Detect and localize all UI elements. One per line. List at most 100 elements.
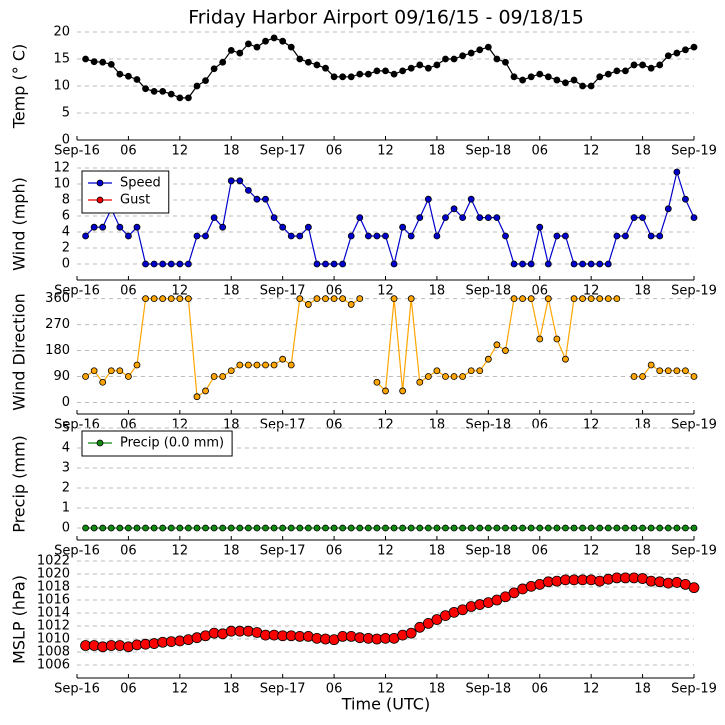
data-point bbox=[527, 524, 535, 532]
data-point bbox=[82, 55, 89, 63]
data-point bbox=[262, 37, 269, 45]
data-point bbox=[227, 46, 235, 54]
data-point bbox=[390, 260, 398, 268]
data-point bbox=[167, 90, 175, 98]
y-tick-label: 1018 bbox=[37, 580, 70, 595]
data-point bbox=[150, 88, 158, 95]
data-point bbox=[322, 260, 329, 268]
data-point bbox=[339, 295, 347, 303]
data-point bbox=[125, 72, 132, 80]
x-tick-label: Sep-16 bbox=[54, 144, 100, 159]
y-tick-label: 1008 bbox=[37, 645, 70, 660]
data-point bbox=[682, 46, 689, 54]
data-point bbox=[647, 524, 655, 532]
data-point bbox=[476, 214, 484, 222]
data-point bbox=[382, 67, 389, 75]
panel: Friday Harbor Airport 09/16/15 - 09/18/1… bbox=[10, 7, 717, 159]
x-tick-label: 18 bbox=[429, 418, 446, 433]
data-point bbox=[450, 205, 458, 213]
x-tick-label: Sep-17 bbox=[260, 682, 306, 697]
data-point bbox=[304, 524, 312, 532]
x-tick-label: 18 bbox=[634, 544, 651, 559]
data-point bbox=[519, 76, 527, 84]
data-point bbox=[484, 214, 492, 222]
data-point bbox=[407, 524, 415, 532]
data-point bbox=[647, 64, 655, 72]
x-tick-label: 18 bbox=[634, 682, 651, 697]
data-point bbox=[236, 524, 244, 532]
data-point bbox=[150, 260, 158, 268]
data-point bbox=[99, 378, 107, 386]
data-point bbox=[424, 195, 432, 203]
legend-swatch-marker bbox=[96, 179, 104, 187]
data-point bbox=[433, 524, 441, 532]
data-point bbox=[510, 73, 518, 81]
x-tick-label: 18 bbox=[429, 144, 446, 159]
x-tick-label: 06 bbox=[326, 682, 343, 697]
data-point bbox=[553, 524, 561, 532]
data-point bbox=[579, 260, 586, 268]
y-tick-label: 4 bbox=[62, 225, 70, 240]
data-point bbox=[502, 347, 509, 354]
data-point bbox=[227, 367, 235, 375]
data-point bbox=[219, 373, 227, 380]
data-point bbox=[459, 214, 467, 222]
y-axis-label: Temp (° C) bbox=[10, 44, 29, 129]
data-point bbox=[287, 524, 295, 532]
data-point bbox=[536, 335, 544, 343]
x-tick-label: Sep-16 bbox=[54, 418, 100, 433]
x-tick-label: 18 bbox=[429, 544, 446, 559]
data-point bbox=[399, 524, 407, 532]
data-point bbox=[270, 214, 278, 222]
data-point bbox=[484, 355, 492, 363]
data-point bbox=[322, 295, 329, 303]
data-point bbox=[493, 341, 501, 349]
data-point bbox=[405, 627, 417, 639]
data-point bbox=[664, 367, 672, 375]
data-point bbox=[159, 88, 167, 95]
x-tick-label: 06 bbox=[120, 284, 137, 299]
y-tick-label: 0 bbox=[62, 133, 70, 148]
data-point bbox=[604, 260, 612, 268]
y-tick-label: 3 bbox=[62, 461, 70, 476]
x-tick-label: Sep-17 bbox=[260, 144, 306, 159]
data-point bbox=[347, 524, 355, 532]
x-tick-label: Sep-18 bbox=[465, 682, 511, 697]
x-tick-label: 06 bbox=[120, 144, 137, 159]
data-point bbox=[236, 177, 244, 185]
data-point bbox=[416, 524, 424, 532]
x-tick-label: 18 bbox=[429, 682, 446, 697]
x-tick-label: 18 bbox=[429, 284, 446, 299]
data-point bbox=[519, 260, 527, 268]
data-point bbox=[416, 214, 424, 222]
x-tick-label: 12 bbox=[583, 544, 600, 559]
data-point bbox=[467, 524, 475, 532]
x-tick-label: Sep-16 bbox=[54, 682, 100, 697]
data-point bbox=[476, 524, 484, 532]
y-tick-label: 180 bbox=[45, 343, 70, 358]
data-point bbox=[202, 232, 209, 240]
data-point bbox=[116, 524, 124, 532]
data-point bbox=[407, 295, 415, 303]
data-point bbox=[330, 73, 338, 81]
data-point bbox=[210, 373, 218, 380]
data-point bbox=[570, 524, 578, 532]
x-tick-label: 12 bbox=[172, 144, 189, 159]
data-point bbox=[673, 367, 681, 375]
data-point bbox=[82, 524, 89, 532]
data-point bbox=[622, 67, 629, 75]
x-tick-label: 12 bbox=[172, 284, 189, 299]
legend-box bbox=[81, 170, 170, 214]
data-point bbox=[390, 524, 398, 532]
panel: Wind Direction 0 90 180 270 360 Sep-16 06 12 18 Se… bbox=[10, 291, 717, 432]
data-point bbox=[270, 34, 278, 42]
data-point bbox=[167, 260, 175, 268]
y-tick-label: 15 bbox=[53, 52, 70, 67]
x-tick-label: Sep-19 bbox=[671, 544, 717, 559]
data-point bbox=[330, 260, 338, 268]
data-point bbox=[510, 260, 518, 268]
x-tick-label: 18 bbox=[634, 284, 651, 299]
x-tick-label: 12 bbox=[172, 418, 189, 433]
data-point bbox=[690, 214, 698, 222]
